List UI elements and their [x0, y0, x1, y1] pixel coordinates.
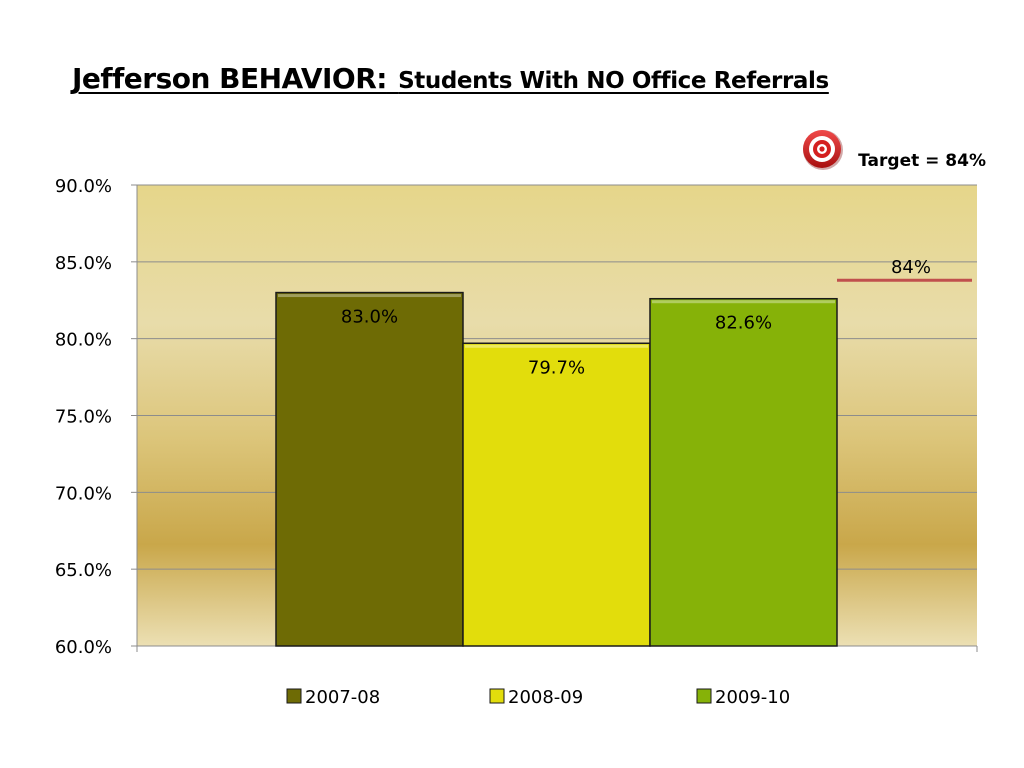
target-legend-text: Target = 84% [858, 151, 986, 171]
data-label: 79.7% [528, 357, 585, 378]
legend-label: 2009-10 [715, 687, 790, 708]
y-tick-label: 60.0% [55, 637, 112, 658]
bar-2008-09 [462, 342, 651, 647]
bar-highlight [465, 344, 648, 348]
legend: 2007-08 2008-09 2009-10 [286, 687, 790, 708]
bar-2007-08 [275, 291, 464, 647]
bar-highlight [652, 300, 835, 304]
data-label: 82.6% [715, 313, 772, 334]
chart-title-sub: Students With NO Office Referrals [398, 68, 829, 94]
legend-swatch [696, 688, 712, 704]
y-tick-label: 85.0% [55, 253, 112, 274]
legend-swatch [286, 688, 302, 704]
legend-label: 2007-08 [305, 687, 380, 708]
legend-label: 2008-09 [508, 687, 583, 708]
legend-swatch [489, 688, 505, 704]
y-tick-label: 80.0% [55, 330, 112, 351]
data-label: 83.0% [341, 307, 398, 328]
axes: 90.0% 85.0% 80.0% 75.0% 70.0% 65.0% 60.0% [55, 176, 978, 658]
bars: 83.0% 79.7% 82.6% [275, 291, 838, 647]
y-tick-label: 90.0% [55, 176, 112, 197]
target-bullseye-icon [803, 130, 843, 170]
chart-title: Jefferson BEHAVIOR: Students With NO Off… [72, 58, 829, 96]
bar-highlight [278, 294, 461, 298]
target-line-group: 84% [837, 257, 972, 282]
target-line-label: 84% [891, 257, 931, 278]
y-tick-label: 70.0% [55, 483, 112, 504]
chart-title-main: Jefferson BEHAVIOR: [72, 62, 387, 95]
bar-2009-10 [649, 297, 838, 647]
y-tick-label: 75.0% [55, 407, 112, 428]
y-tick-label: 65.0% [55, 560, 112, 581]
